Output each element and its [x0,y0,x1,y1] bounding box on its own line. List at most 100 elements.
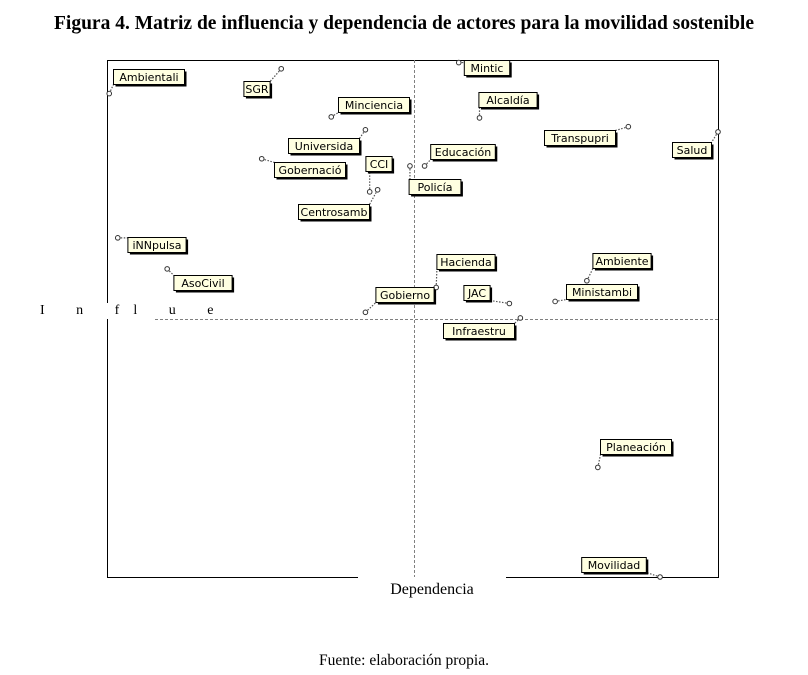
label-box [443,323,515,339]
label-box [243,81,271,97]
point-19: JAC [463,285,513,307]
point-label: Gobierno [380,289,430,302]
figure-title: Figura 4. Matriz de influencia y depende… [54,13,754,34]
point-label: Ministambi [572,286,632,299]
point-label: Policía [418,181,453,194]
label-box [592,253,652,269]
point-label: Ambiente [595,255,648,268]
point-1: SGR [243,65,285,99]
point-marker [114,235,121,241]
point-label: Mintic [471,62,504,75]
point-8: Alcaldía [476,92,540,121]
point-20: Infraestru [443,315,524,341]
point-16: Ambiente [584,253,654,284]
label-box [544,130,616,146]
leader-line [646,571,661,578]
point-label: SGR [245,83,269,96]
leader-line [710,131,719,143]
point-marker [258,155,265,162]
point-label: JAC [467,287,486,300]
point-marker [517,315,524,321]
label-box [365,156,393,172]
label-box [478,92,538,108]
leader-line [261,158,275,164]
point-17: Ministambi [552,284,640,305]
point-2: Minciencia [328,97,412,120]
point-14: AsoCivil [164,266,235,293]
leader-line [597,454,602,468]
point-label: Gobernació [279,164,342,177]
y-axis-label: I n fl u e [40,303,228,319]
point-11: Transpupri [544,123,632,148]
label-box [375,287,435,303]
point-5: CCI [365,156,395,195]
point-marker [407,163,413,169]
point-4: Gobernació [258,155,348,180]
label-box [566,284,638,300]
point-marker [715,129,721,135]
point-marker [657,574,663,580]
point-9: Educación [421,144,498,169]
point-0: Ambientali [106,69,187,97]
point-label: Ambientali [119,71,178,84]
point-marker [421,163,428,169]
point-marker [552,298,558,305]
point-label: Educación [435,146,492,159]
leader-line [586,268,594,282]
point-label: Centrosamb [301,206,368,219]
label-box [274,162,346,178]
figure-source: Fuente: elaboración propia. [318,652,489,669]
point-15: Hacienda [433,254,498,291]
label-box [288,138,360,154]
point-label: Universida [295,140,353,153]
label-box [113,69,185,85]
point-7: Mintic [455,59,512,78]
point-label: Transpupri [550,132,609,145]
leader-line [490,299,510,305]
data-points: Ambientali SGR Minciencia Universida Goberna… [106,59,721,580]
point-12: Salud [672,129,721,160]
label-box [408,179,462,195]
point-marker [374,186,381,193]
point-label: Alcaldía [486,94,529,107]
point-22: Movilidad [581,557,663,580]
point-label: CCI [370,158,389,171]
point-marker [328,114,335,120]
point-label: iNNpulsa [133,239,182,252]
point-marker [584,277,590,284]
point-marker [106,90,113,97]
point-label: Salud [677,144,708,157]
label-box [463,60,511,76]
label-box [338,97,410,113]
point-marker [455,59,462,66]
point-label: Minciencia [345,99,403,112]
point-label: Movilidad [588,559,641,572]
point-marker [506,300,513,307]
point-3: Universida [288,126,369,156]
point-marker [362,126,369,133]
point-21: Planeación [595,439,674,471]
point-10: Policía [407,163,463,197]
label-box [173,275,233,291]
label-box [600,439,672,455]
point-marker [164,266,170,272]
label-box [436,254,496,270]
point-marker [476,115,483,121]
label-box [127,237,187,253]
x-axis-label: Dependencia [358,577,506,601]
point-label: Infraestru [452,325,506,338]
label-box [463,285,491,301]
label-box [672,142,712,158]
leader-line [555,298,567,303]
label-box [581,557,647,573]
point-marker [278,65,285,72]
point-marker [625,123,632,130]
point-label: AsoCivil [181,277,224,290]
label-box [298,204,370,220]
point-marker [362,309,369,316]
point-marker [366,189,373,195]
label-box [430,144,496,160]
point-13: iNNpulsa [114,235,189,255]
leader-line [365,302,377,313]
